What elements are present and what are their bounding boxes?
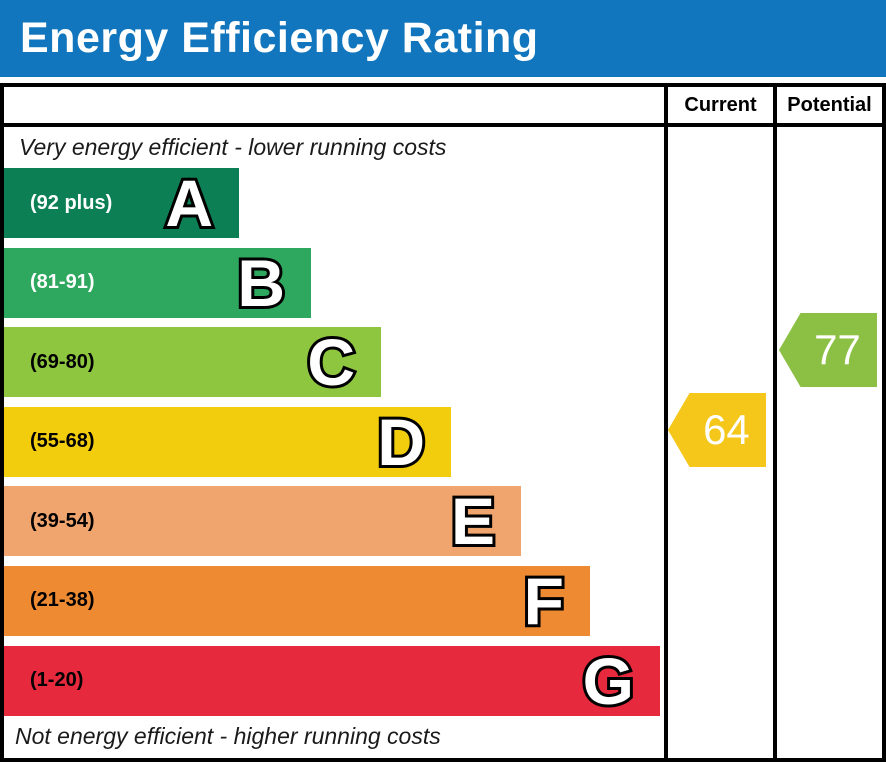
current-column-header: Current [664,87,773,127]
band-list: (92 plus) A (81-91) B (69-80) C (55-68) D (39-54… [4,165,664,719]
bottom-note: Not energy efficient - higher running co… [15,723,441,750]
top-note: Very energy efficient - lower running co… [19,134,447,160]
potential-rating-value: 77 [814,326,861,373]
band-row-c: (69-80) C [4,324,381,400]
band-row-e: (39-54) E [4,483,521,559]
potential-value-cell: 77 [773,127,882,758]
band-letter: D [374,404,428,480]
page-title: Energy Efficiency Rating [20,14,539,62]
potential-column-header: Potential [773,87,882,127]
band-row-f: (21-38) F [4,563,590,639]
band-row-g: (1-20) G [4,643,660,719]
band-row-d: (55-68) D [4,404,451,480]
current-value-cell: 64 [664,127,773,758]
title-bar: Energy Efficiency Rating [0,0,886,77]
band-row-a: (92 plus) A [4,165,239,241]
band-range-label: (39-54) [30,509,95,532]
band-row-b: (81-91) B [4,245,311,321]
band-letter: B [234,245,288,321]
current-rating-arrow: 64 [668,393,766,467]
bands-area: Very energy efficient - lower running co… [4,127,664,758]
band-range-label: (69-80) [30,350,95,373]
band-letter: F [521,563,567,639]
band-range-label: (92 plus) [30,191,113,214]
band-range-label: (21-38) [30,589,95,612]
band-range-label: (55-68) [30,430,95,453]
rating-table: Current Potential Very energy efficient … [0,83,886,762]
header-spacer [4,87,664,127]
band-range-label: (81-91) [30,271,95,294]
band-letter: A [162,165,216,241]
band-letter: E [448,483,498,559]
current-rating-value: 64 [703,406,750,453]
band-letter: C [304,324,358,400]
band-letter: G [580,643,637,719]
potential-rating-arrow: 77 [779,313,877,387]
band-range-label: (1-20) [30,669,84,692]
